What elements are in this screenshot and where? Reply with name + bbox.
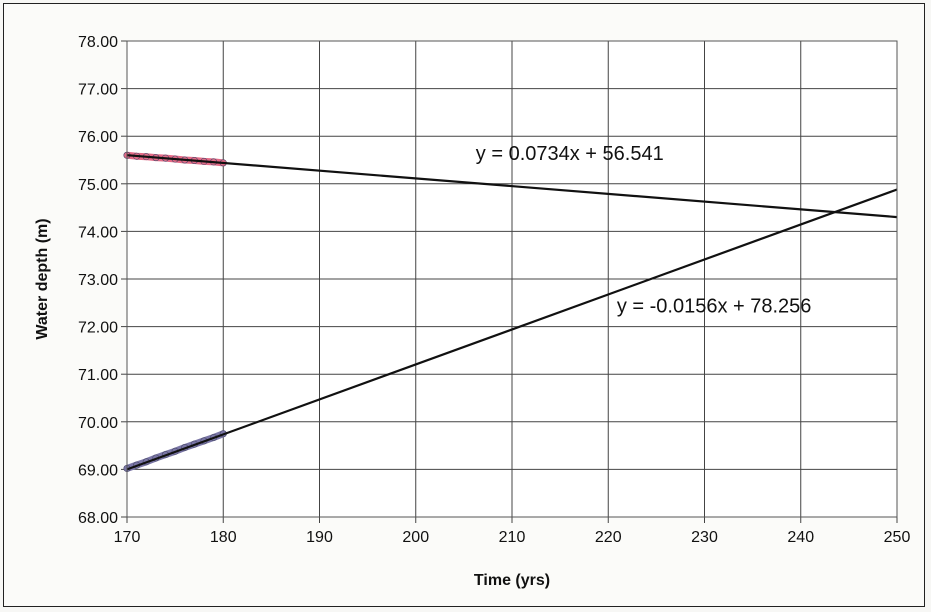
x-tick-label: 220 [595,529,622,546]
chart: 68.00 69.00 70.00 71.00 72.00 73.00 74.00 75.00… [34,34,911,589]
y-tick-label: 72.00 [78,320,118,337]
x-tick-label: 250 [884,529,911,546]
trendline [126,188,898,471]
x-tick-label: 240 [787,529,814,546]
x-tick-label: 190 [306,529,333,546]
chart-frame: 68.00 69.00 70.00 71.00 72.00 73.00 74.00 75.00… [3,3,925,607]
x-tick-label: 210 [499,529,526,546]
trendline [126,154,898,219]
y-tick-labels: 68.00 69.00 70.00 71.00 72.00 73.00 74.00 75.00… [78,34,118,527]
y-tick-label: 78.00 [78,34,118,51]
x-tick-labels: 170 180 190 200 210 220 230 240 250 [114,529,911,546]
y-tick-label: 71.00 [78,367,118,384]
x-tick-label: 200 [402,529,429,546]
x-tick-label: 180 [210,529,237,546]
x-tick-label: 230 [691,529,718,546]
y-tick-label: 70.00 [78,415,118,432]
y-tick-label: 73.00 [78,272,118,289]
y-axis-title: Water depth (m) [34,218,51,339]
plot-border [126,40,898,518]
trendline-equation: y = 0.0734x + 56.541 [476,143,664,165]
equation-annotations: y = 0.0734x + 56.541 y = -0.0156x + 78.25… [476,143,812,317]
trendline-equation: y = -0.0156x + 78.256 [617,295,812,317]
y-tick-label: 76.00 [78,129,118,146]
y-tick-label: 74.00 [78,224,118,241]
y-tick-label: 68.00 [78,510,118,527]
x-axis-title: Time (yrs) [474,572,550,589]
y-tick-label: 69.00 [78,462,118,479]
y-tick-label: 75.00 [78,177,118,194]
series-layer [123,151,898,472]
x-tick-label: 170 [114,529,141,546]
y-tick-label: 77.00 [78,82,118,99]
